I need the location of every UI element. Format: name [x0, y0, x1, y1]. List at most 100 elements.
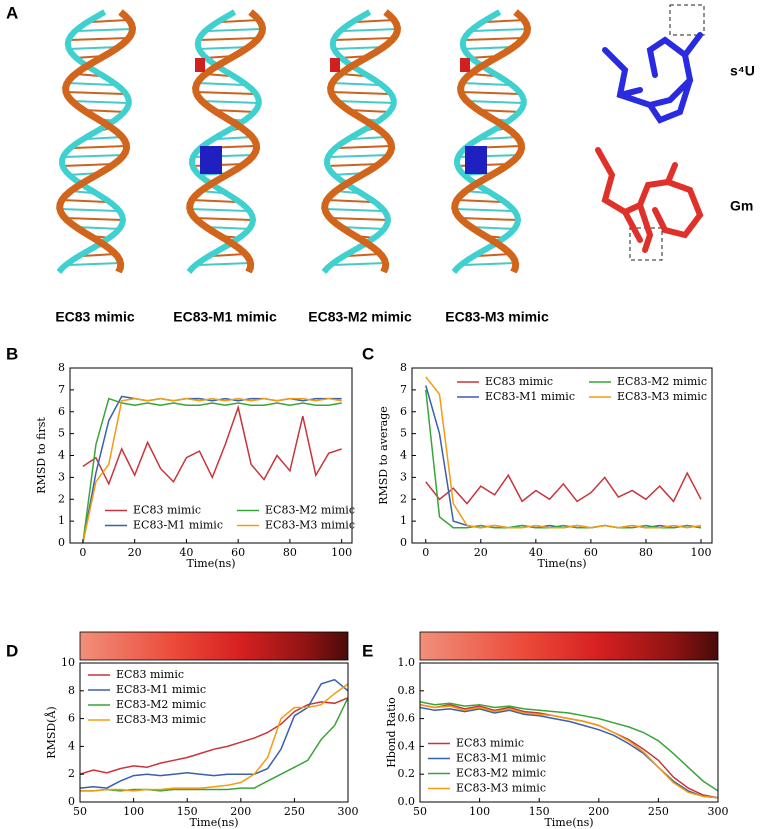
- base-pair: [71, 100, 129, 104]
- x-tick-label: 80: [283, 546, 297, 559]
- legend-label: EC83-M1 mimic: [116, 683, 206, 696]
- structure-label: EC83 mimic: [55, 309, 135, 325]
- legend-label: EC83-M3 mimic: [456, 782, 546, 795]
- x-tick-label: 100: [123, 805, 144, 818]
- gm-molecule: [595, 147, 704, 253]
- base-pair: [337, 145, 392, 149]
- y-tick-label: 0.6: [398, 712, 416, 725]
- structure-label: EC83-M1 mimic: [173, 309, 277, 325]
- x-tick-label: 150: [529, 805, 550, 818]
- base-pair: [472, 28, 528, 32]
- series-line: [425, 471, 702, 505]
- legend-label: EC83-M3 mimic: [617, 390, 707, 403]
- base-pair: [198, 262, 251, 266]
- x-tick-label: 50: [413, 805, 427, 818]
- legend-label: EC83-M2 mimic: [265, 504, 355, 517]
- y-axis-label: Hbond Ratio: [385, 697, 398, 768]
- y-axis-label: RMSD(Å): [44, 706, 58, 758]
- base-pair: [64, 154, 124, 158]
- x-tick-label: 200: [230, 805, 251, 818]
- base-pair: [485, 19, 525, 23]
- helix-strand: [56, 9, 132, 274]
- base-pair: [194, 217, 253, 221]
- y-tick-label: 2: [68, 767, 75, 780]
- series-line: [425, 389, 702, 529]
- modified-base: [460, 58, 470, 72]
- x-axis-label: Time(ns): [189, 816, 238, 829]
- series-line: [425, 376, 702, 529]
- y-tick-label: 7: [58, 383, 65, 396]
- base-pair: [195, 91, 255, 95]
- base-pair: [82, 253, 116, 257]
- x-tick-label: 50: [73, 805, 87, 818]
- base-pair: [470, 226, 516, 230]
- structure-label: EC83-M3 mimic: [445, 309, 549, 325]
- base-pair: [481, 136, 518, 140]
- base-pair: [460, 91, 520, 95]
- base-pair: [478, 109, 521, 113]
- base-pair: [466, 100, 524, 104]
- base-pair: [197, 82, 245, 86]
- colorbar: [79, 631, 349, 661]
- base-pair: [199, 37, 259, 41]
- y-tick-label: 0.2: [398, 767, 416, 780]
- y-tick-label: 0.8: [398, 684, 416, 697]
- highlight-box: [669, 4, 705, 36]
- series-line: [80, 697, 348, 792]
- base-pair: [62, 163, 115, 167]
- helix-strand: [186, 9, 267, 274]
- x-tick-label: 40: [529, 546, 543, 559]
- base-pair: [456, 199, 502, 203]
- base-pair: [65, 91, 125, 95]
- legend-label: EC83-M2 mimic: [617, 375, 707, 388]
- base-pair: [64, 217, 123, 221]
- y-tick-label: 1: [58, 514, 65, 527]
- y-tick-label: 0: [68, 795, 75, 808]
- modified-base: [330, 58, 340, 72]
- y-tick-label: 2: [58, 492, 65, 505]
- base-pair: [327, 163, 380, 167]
- base-pair: [477, 253, 511, 257]
- x-tick-label: 40: [179, 546, 193, 559]
- base-pair: [86, 136, 123, 140]
- legend-label: EC83 mimic: [116, 668, 184, 681]
- base-pair: [212, 253, 246, 257]
- base-pair: [329, 154, 389, 158]
- modification-label: s⁴U: [730, 63, 755, 79]
- helix-strand: [186, 9, 262, 274]
- helix-structures: [56, 9, 532, 274]
- y-tick-label: 6: [400, 405, 407, 418]
- series-line: [82, 397, 342, 543]
- x-tick-label: 80: [639, 546, 653, 559]
- plot-frame: [419, 662, 719, 803]
- y-tick-label: 0.0: [398, 795, 416, 808]
- x-axis-label: Time(ns): [544, 816, 593, 829]
- helix-strand: [56, 9, 137, 274]
- y-tick-label: 4: [400, 449, 407, 462]
- y-tick-label: 6: [58, 405, 65, 418]
- helix-strand: [321, 9, 402, 274]
- legend-label: EC83-M2 mimic: [456, 767, 546, 780]
- base-pair: [77, 28, 133, 32]
- x-tick-label: 300: [338, 805, 359, 818]
- legend-label: EC83-M1 mimic: [485, 390, 575, 403]
- y-tick-label: 4: [68, 739, 75, 752]
- modified-base: [195, 58, 205, 72]
- y-tick-label: 0.4: [398, 739, 416, 752]
- series-line: [425, 385, 702, 529]
- base-pair: [355, 19, 395, 23]
- base-pair: [336, 100, 394, 104]
- series-line: [420, 703, 718, 799]
- y-tick-label: 5: [400, 427, 407, 440]
- base-pair: [191, 199, 237, 203]
- y-tick-label: 1: [400, 514, 407, 527]
- base-pair: [351, 136, 388, 140]
- series-line: [80, 683, 348, 792]
- structure-label: EC83-M2 mimic: [308, 309, 412, 325]
- base-pair: [463, 262, 516, 266]
- base-pair: [333, 46, 384, 50]
- x-tick-label: 250: [648, 805, 669, 818]
- series-line: [82, 404, 342, 486]
- x-axis-label: Time(ns): [186, 557, 235, 570]
